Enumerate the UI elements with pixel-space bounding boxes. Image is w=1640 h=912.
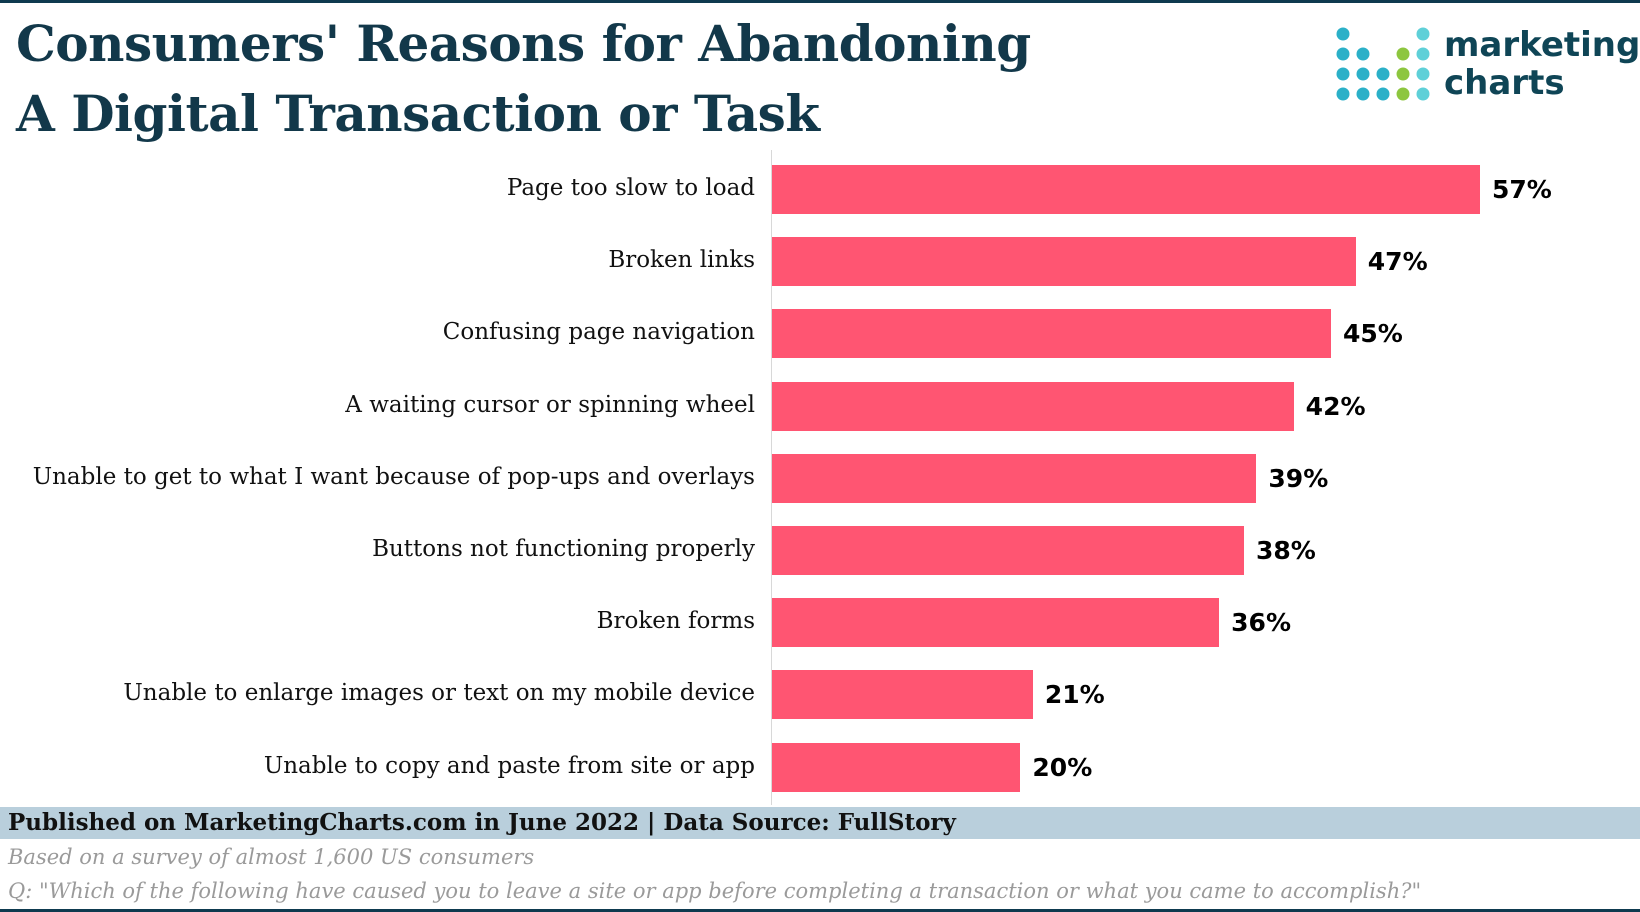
logo-dot xyxy=(1376,87,1390,101)
bar xyxy=(772,165,1480,214)
logo-dot xyxy=(1416,47,1430,61)
logo-dot xyxy=(1356,47,1370,61)
logo-dot xyxy=(1356,87,1370,101)
bar xyxy=(772,453,1257,503)
category-label: A waiting cursor or spinning wheel xyxy=(345,391,755,418)
category-label: Unable to enlarge images or text on my m… xyxy=(123,680,755,707)
value-label: 42% xyxy=(1305,391,1366,421)
value-label: 38% xyxy=(1256,536,1316,565)
footer-note-survey: Based on a survey of almost 1,600 US con… xyxy=(8,845,535,869)
bar xyxy=(772,526,1244,575)
logo-dot xyxy=(1376,67,1390,81)
category-label: Broken links xyxy=(608,247,755,274)
logo-dot xyxy=(1416,27,1430,41)
logo-dot xyxy=(1336,47,1350,61)
marketingcharts-logo-dots xyxy=(1336,27,1430,101)
category-label: Unable to get to what I want because of … xyxy=(32,463,755,490)
value-label: 47% xyxy=(1367,247,1428,277)
bottom-rule xyxy=(0,909,1640,912)
value-label: 20% xyxy=(1032,752,1093,782)
logo-dot xyxy=(1336,87,1350,101)
value-label: 36% xyxy=(1231,608,1291,638)
bar xyxy=(772,381,1294,431)
bar xyxy=(772,598,1220,648)
bar xyxy=(772,237,1356,287)
logo-dot xyxy=(1336,67,1350,81)
value-label: 45% xyxy=(1342,319,1403,349)
top-rule xyxy=(0,0,1640,3)
logo-dot xyxy=(1396,67,1410,81)
logo-dot xyxy=(1336,27,1350,41)
bar-chart: Page too slow to load 57% Broken links 47% C… xyxy=(0,150,1640,805)
category-label: Buttons not functioning properly xyxy=(372,536,755,562)
category-label: Broken forms xyxy=(596,608,755,635)
marketingcharts-logo-text: marketing charts xyxy=(1444,26,1640,102)
footer-published-line: Published on MarketingCharts.com in June… xyxy=(8,809,956,836)
logo-dot xyxy=(1416,87,1430,101)
logo-dot xyxy=(1416,67,1430,81)
logo-dot xyxy=(1396,47,1410,61)
logo-dot xyxy=(1396,87,1410,101)
category-label: Page too slow to load xyxy=(506,175,755,201)
value-label: 57% xyxy=(1492,175,1552,204)
bar xyxy=(772,742,1021,792)
value-label: 21% xyxy=(1044,680,1105,710)
category-axis-line xyxy=(771,150,772,805)
footer-notes-area xyxy=(0,839,1640,912)
bar xyxy=(772,309,1331,359)
chart-title-line-2: A Digital Transaction or Task xyxy=(16,84,820,143)
footer-note-question: Q: "Which of the following have caused y… xyxy=(8,879,1422,903)
footer-band xyxy=(0,807,1640,839)
logo-line-1: marketing xyxy=(1444,25,1640,65)
category-label: Confusing page navigation xyxy=(442,319,755,346)
logo-line-2: charts xyxy=(1444,63,1565,103)
category-label: Unable to copy and paste from site or ap… xyxy=(263,752,755,779)
chart-title-line-1: Consumers' Reasons for Abandoning xyxy=(16,14,1031,73)
logo-dot xyxy=(1356,67,1370,81)
bar xyxy=(772,670,1033,720)
value-label: 39% xyxy=(1268,463,1329,493)
